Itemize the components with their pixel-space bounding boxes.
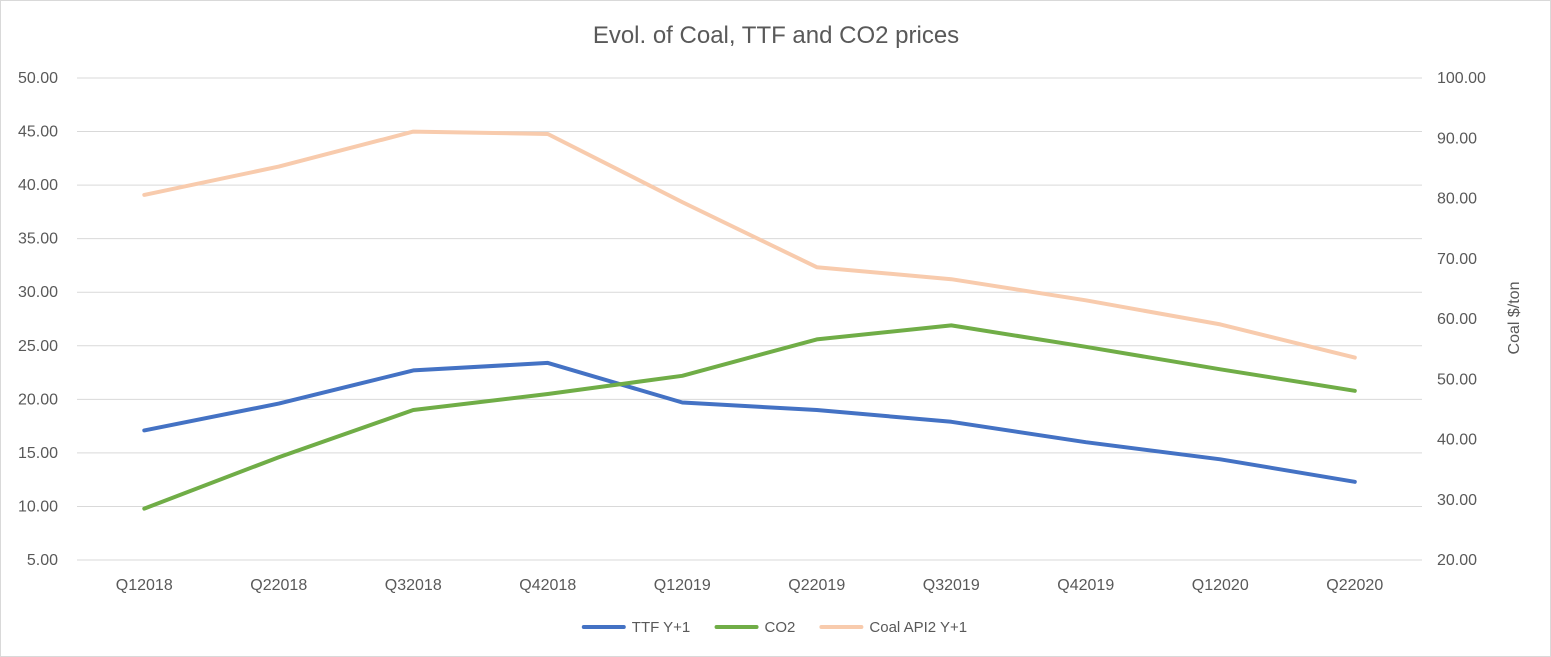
series-line-1 <box>142 323 1357 511</box>
x-tick-label: Q12020 <box>1192 577 1249 594</box>
left-tick-label: 30.00 <box>18 284 58 301</box>
right-tick-label: 20.00 <box>1437 552 1477 569</box>
x-tick-label: Q12019 <box>654 577 711 594</box>
left-tick-label: 50.00 <box>18 70 58 87</box>
left-tick-label: 25.00 <box>18 338 58 355</box>
right-tick-label: 40.00 <box>1437 432 1477 449</box>
x-tick-label: Q32019 <box>923 577 980 594</box>
x-tick-label: Q42019 <box>1057 577 1114 594</box>
x-axis: Q12018 Q22018 Q32018 Q42018 Q12019 Q22019 Q320… <box>116 577 1384 594</box>
right-tick-label: 60.00 <box>1437 311 1477 328</box>
right-tick-label: 50.00 <box>1437 371 1477 388</box>
legend-label-0: TTF Y+1 <box>632 619 691 636</box>
right-tick-label: 30.00 <box>1437 492 1477 509</box>
x-tick-label: Q22018 <box>250 577 307 594</box>
chart-title: Evol. of Coal, TTF and CO2 prices <box>593 22 959 49</box>
x-tick-label: Q22020 <box>1326 577 1383 594</box>
left-tick-label: 15.00 <box>18 445 58 462</box>
series-lines <box>142 129 1357 511</box>
right-tick-label: 80.00 <box>1437 191 1477 208</box>
legend-label-2: Coal API2 Y+1 <box>869 619 967 636</box>
right-tick-label: 70.00 <box>1437 251 1477 268</box>
left-tick-label: 45.00 <box>18 124 58 141</box>
x-tick-label: Q32018 <box>385 577 442 594</box>
gridlines <box>77 77 1422 561</box>
left-tick-label: 40.00 <box>18 177 58 194</box>
series-line-2 <box>142 129 1357 360</box>
right-tick-label: 100.00 <box>1437 70 1486 87</box>
series-line-0 <box>142 360 1357 484</box>
legend-label-1: CO2 <box>765 619 796 636</box>
left-tick-label: 20.00 <box>18 391 58 408</box>
right-y-axis: 20.00 30.00 40.00 50.00 60.00 70.00 80.00 90.00… <box>1437 70 1486 569</box>
legend: TTF Y+1 CO2 Coal API2 Y+1 <box>581 619 967 636</box>
left-tick-label: 35.00 <box>18 231 58 248</box>
left-y-axis: 5.00 10.00 15.00 20.00 25.00 30.00 35.00 40.00 4… <box>18 70 58 569</box>
right-axis-title: Coal $/ton <box>1506 282 1523 355</box>
x-tick-label: Q42018 <box>519 577 576 594</box>
right-tick-label: 90.00 <box>1437 130 1477 147</box>
x-tick-label: Q12018 <box>116 577 173 594</box>
x-tick-label: Q22019 <box>788 577 845 594</box>
left-tick-label: 10.00 <box>18 498 58 515</box>
left-tick-label: 5.00 <box>27 552 58 569</box>
